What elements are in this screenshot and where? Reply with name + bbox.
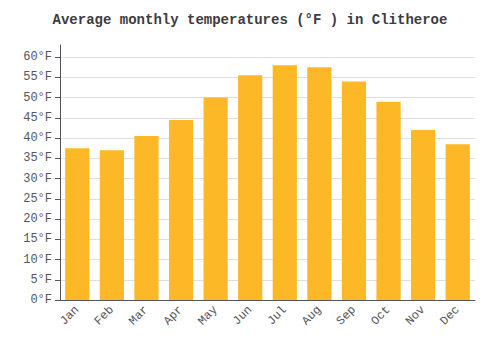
svg-text:Feb: Feb bbox=[92, 303, 117, 328]
svg-text:20°F: 20°F bbox=[23, 212, 52, 226]
svg-text:Sep: Sep bbox=[334, 303, 359, 328]
svg-text:5°F: 5°F bbox=[30, 273, 52, 287]
svg-text:Mar: Mar bbox=[126, 303, 151, 328]
svg-text:Jan: Jan bbox=[57, 303, 82, 328]
svg-text:55°F: 55°F bbox=[23, 70, 52, 84]
svg-text:60°F: 60°F bbox=[23, 50, 52, 64]
svg-text:Aug: Aug bbox=[299, 303, 324, 328]
svg-text:0°F: 0°F bbox=[30, 293, 52, 307]
svg-text:Oct: Oct bbox=[368, 303, 393, 328]
svg-text:45°F: 45°F bbox=[23, 111, 52, 125]
svg-text:Average monthly temperatures (: Average monthly temperatures (°F ) in Cl… bbox=[53, 12, 448, 28]
svg-text:35°F: 35°F bbox=[23, 151, 52, 165]
svg-text:40°F: 40°F bbox=[23, 131, 52, 145]
svg-text:15°F: 15°F bbox=[23, 232, 52, 246]
svg-text:10°F: 10°F bbox=[23, 253, 52, 267]
svg-text:50°F: 50°F bbox=[23, 91, 52, 105]
svg-text:Dec: Dec bbox=[438, 303, 463, 328]
svg-text:Apr: Apr bbox=[161, 303, 186, 328]
svg-text:Jun: Jun bbox=[230, 303, 255, 328]
svg-text:25°F: 25°F bbox=[23, 192, 52, 206]
svg-text:May: May bbox=[195, 303, 220, 328]
svg-text:Jul: Jul bbox=[265, 303, 290, 328]
svg-text:Nov: Nov bbox=[403, 303, 428, 328]
svg-text:30°F: 30°F bbox=[23, 172, 52, 186]
